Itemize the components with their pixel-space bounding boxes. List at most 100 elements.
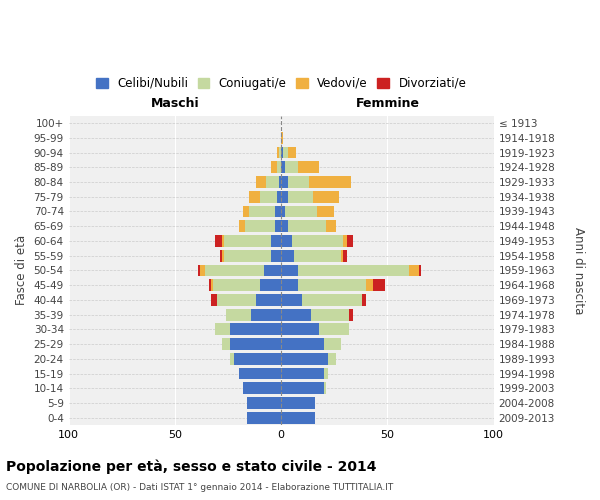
Bar (324, 382, 326, 394)
Bar (366, 280, 373, 291)
Bar (281, 162, 286, 173)
Bar (199, 264, 200, 276)
Bar (324, 338, 341, 350)
Bar (215, 324, 230, 336)
Bar (409, 264, 419, 276)
Bar (281, 338, 324, 350)
Bar (343, 250, 347, 262)
Bar (235, 353, 281, 364)
Bar (281, 250, 294, 262)
Bar (362, 294, 366, 306)
Bar (279, 146, 281, 158)
Bar (281, 382, 324, 394)
Bar (281, 280, 298, 291)
Bar (220, 250, 221, 262)
Bar (281, 308, 311, 320)
Bar (213, 280, 260, 291)
Bar (211, 294, 217, 306)
Bar (298, 280, 366, 291)
Y-axis label: Fasce di età: Fasce di età (15, 236, 28, 306)
Bar (287, 220, 326, 232)
Bar (281, 176, 287, 188)
Bar (287, 191, 313, 202)
Bar (281, 191, 287, 202)
Bar (287, 146, 296, 158)
Bar (221, 250, 224, 262)
Bar (281, 146, 283, 158)
Bar (266, 176, 279, 188)
Y-axis label: Anni di nascita: Anni di nascita (572, 226, 585, 314)
Bar (260, 280, 281, 291)
Bar (224, 235, 271, 247)
Bar (279, 176, 281, 188)
Bar (277, 146, 279, 158)
Bar (311, 308, 349, 320)
Text: COMUNE DI NARBOLIA (OR) - Dati ISTAT 1° gennaio 2014 - Elaborazione TUTTITALIA.I: COMUNE DI NARBOLIA (OR) - Dati ISTAT 1° … (6, 483, 393, 492)
Bar (277, 191, 281, 202)
Bar (281, 132, 283, 143)
Bar (281, 324, 319, 336)
Bar (309, 176, 352, 188)
Bar (302, 294, 362, 306)
Bar (230, 324, 281, 336)
Bar (271, 162, 277, 173)
Bar (328, 353, 337, 364)
Bar (215, 235, 221, 247)
Bar (317, 206, 334, 218)
Bar (247, 412, 281, 424)
Bar (264, 264, 281, 276)
Bar (286, 206, 317, 218)
Bar (243, 382, 281, 394)
Bar (286, 162, 298, 173)
Bar (281, 397, 315, 409)
Bar (292, 235, 343, 247)
Bar (281, 235, 292, 247)
Bar (277, 162, 281, 173)
Bar (271, 235, 281, 247)
Bar (313, 191, 338, 202)
Bar (287, 176, 309, 188)
Bar (245, 220, 275, 232)
Bar (283, 146, 287, 158)
Bar (256, 176, 266, 188)
Text: Popolazione per età, sesso e stato civile - 2014: Popolazione per età, sesso e stato civil… (6, 460, 377, 474)
Bar (221, 235, 224, 247)
Bar (230, 338, 281, 350)
Bar (250, 191, 260, 202)
Bar (281, 264, 298, 276)
Bar (281, 368, 324, 380)
Bar (230, 353, 235, 364)
Bar (281, 294, 302, 306)
Bar (281, 412, 315, 424)
Bar (275, 220, 281, 232)
Bar (251, 308, 281, 320)
Text: Femmine: Femmine (355, 96, 419, 110)
Bar (256, 294, 281, 306)
Legend: Celibi/Nubili, Coniugati/e, Vedovi/e, Divorziati/e: Celibi/Nubili, Coniugati/e, Vedovi/e, Di… (91, 72, 471, 94)
Bar (281, 220, 287, 232)
Bar (324, 368, 328, 380)
Bar (326, 220, 337, 232)
Bar (243, 206, 250, 218)
Bar (250, 206, 275, 218)
Bar (319, 324, 349, 336)
Bar (271, 250, 281, 262)
Bar (260, 191, 277, 202)
Bar (217, 294, 256, 306)
Bar (298, 264, 409, 276)
Bar (343, 235, 347, 247)
Bar (419, 264, 421, 276)
Bar (221, 338, 230, 350)
Bar (209, 280, 211, 291)
Bar (281, 206, 286, 218)
Bar (298, 162, 319, 173)
Text: Maschi: Maschi (151, 96, 199, 110)
Bar (200, 264, 205, 276)
Bar (211, 280, 213, 291)
Bar (239, 368, 281, 380)
Bar (226, 308, 251, 320)
Bar (294, 250, 341, 262)
Bar (239, 220, 245, 232)
Bar (275, 206, 281, 218)
Bar (373, 280, 385, 291)
